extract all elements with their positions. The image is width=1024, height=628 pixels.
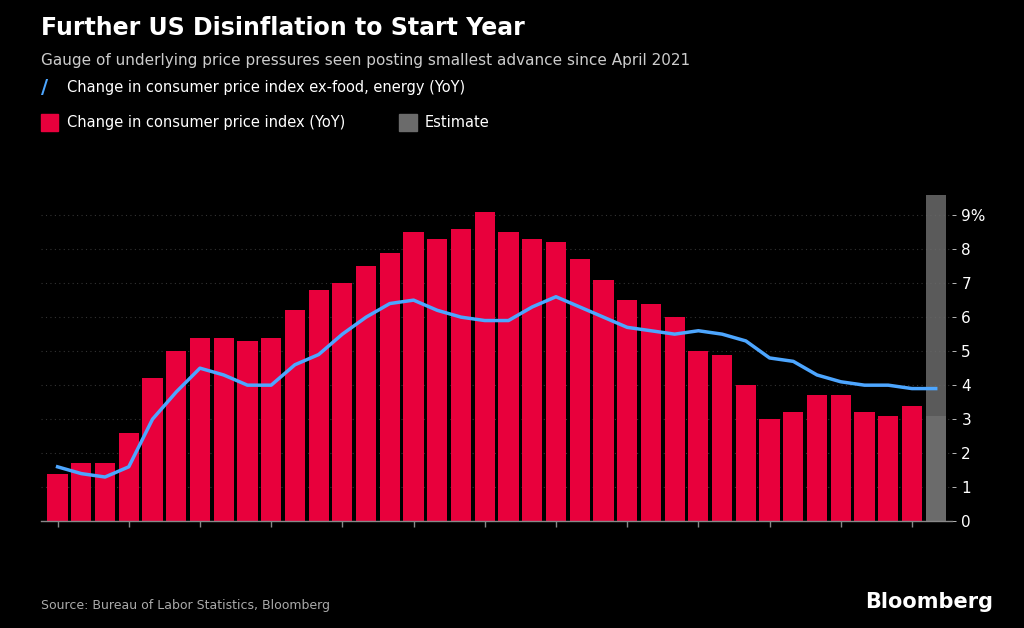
Bar bbox=[712, 355, 732, 521]
Bar bbox=[451, 229, 471, 521]
Text: Further US Disinflation to Start Year: Further US Disinflation to Start Year bbox=[41, 16, 524, 40]
Bar bbox=[119, 433, 139, 521]
Bar bbox=[403, 232, 424, 521]
Text: Estimate: Estimate bbox=[425, 115, 489, 130]
Bar bbox=[261, 337, 282, 521]
Bar bbox=[285, 310, 305, 521]
Text: Bloomberg: Bloomberg bbox=[865, 592, 993, 612]
Text: Gauge of underlying price pressures seen posting smallest advance since April 20: Gauge of underlying price pressures seen… bbox=[41, 53, 690, 68]
Bar bbox=[830, 396, 851, 521]
Bar bbox=[688, 351, 709, 521]
Bar bbox=[522, 239, 543, 521]
Bar bbox=[166, 351, 186, 521]
Text: Change in consumer price index (YoY): Change in consumer price index (YoY) bbox=[67, 115, 345, 130]
Bar bbox=[380, 252, 400, 521]
Bar bbox=[641, 303, 662, 521]
Bar bbox=[308, 290, 329, 521]
Bar bbox=[214, 337, 233, 521]
Bar bbox=[189, 337, 210, 521]
Text: Source: Bureau of Labor Statistics, Bloomberg: Source: Bureau of Labor Statistics, Bloo… bbox=[41, 599, 330, 612]
Bar bbox=[427, 239, 447, 521]
Bar bbox=[736, 385, 756, 521]
Bar bbox=[356, 266, 376, 521]
Bar bbox=[807, 396, 827, 521]
Bar bbox=[546, 242, 566, 521]
Bar bbox=[72, 463, 91, 521]
Bar bbox=[783, 413, 804, 521]
Bar bbox=[926, 416, 946, 521]
Text: Change in consumer price index ex-food, energy (YoY): Change in consumer price index ex-food, … bbox=[67, 80, 465, 95]
Bar bbox=[760, 420, 779, 521]
Bar bbox=[569, 259, 590, 521]
Bar bbox=[332, 283, 352, 521]
Bar bbox=[238, 341, 257, 521]
Bar bbox=[475, 212, 495, 521]
Bar bbox=[854, 413, 874, 521]
Bar bbox=[499, 232, 518, 521]
Bar bbox=[142, 378, 163, 521]
Bar bbox=[879, 416, 898, 521]
Bar bbox=[47, 474, 68, 521]
Bar bbox=[617, 300, 637, 521]
Bar bbox=[665, 317, 685, 521]
Bar bbox=[95, 463, 115, 521]
Bar bbox=[926, 195, 946, 521]
Bar bbox=[902, 406, 922, 521]
Bar bbox=[593, 279, 613, 521]
Text: /: / bbox=[41, 78, 48, 97]
